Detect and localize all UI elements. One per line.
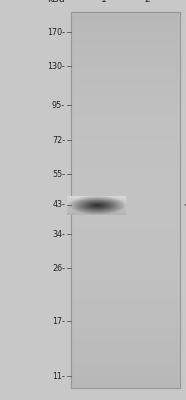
- Bar: [71, 228, 180, 233]
- Bar: [71, 172, 180, 176]
- Bar: [71, 289, 180, 294]
- Text: 17-: 17-: [52, 317, 65, 326]
- Bar: [71, 303, 180, 308]
- Text: 130-: 130-: [47, 62, 65, 70]
- Bar: [71, 308, 180, 313]
- Bar: [71, 31, 180, 36]
- Bar: [71, 116, 180, 120]
- Text: 11-: 11-: [52, 372, 65, 380]
- Bar: [71, 78, 180, 82]
- Bar: [71, 233, 180, 238]
- Bar: [71, 195, 180, 200]
- Bar: [71, 318, 180, 322]
- Bar: [71, 181, 180, 186]
- Bar: [71, 144, 180, 148]
- Bar: [71, 167, 180, 172]
- Text: 43-: 43-: [52, 200, 65, 210]
- FancyBboxPatch shape: [71, 12, 180, 388]
- Bar: [71, 45, 180, 50]
- Bar: [71, 36, 180, 40]
- Bar: [71, 214, 180, 219]
- Bar: [71, 130, 180, 134]
- Bar: [71, 247, 180, 252]
- Bar: [71, 64, 180, 68]
- Bar: [71, 68, 180, 73]
- Bar: [71, 59, 180, 64]
- Bar: [71, 148, 180, 153]
- Bar: [71, 299, 180, 303]
- Bar: [71, 341, 180, 346]
- Bar: [71, 355, 180, 360]
- Text: kDa: kDa: [47, 0, 65, 4]
- Bar: [71, 176, 180, 181]
- Bar: [71, 364, 180, 369]
- Bar: [71, 50, 180, 54]
- Bar: [71, 266, 180, 270]
- Bar: [71, 336, 180, 341]
- Bar: [71, 209, 180, 214]
- Bar: [71, 186, 180, 191]
- Text: 95-: 95-: [52, 101, 65, 110]
- Bar: [71, 261, 180, 266]
- Text: 1: 1: [101, 0, 106, 4]
- Bar: [71, 369, 180, 374]
- Bar: [71, 125, 180, 130]
- Bar: [71, 153, 180, 158]
- Bar: [71, 106, 180, 111]
- Bar: [71, 92, 180, 97]
- Text: 170-: 170-: [47, 28, 65, 37]
- Bar: [71, 383, 180, 388]
- Bar: [71, 219, 180, 224]
- Bar: [71, 327, 180, 332]
- Bar: [71, 280, 180, 285]
- Bar: [71, 270, 180, 275]
- Bar: [71, 120, 180, 125]
- Bar: [71, 242, 180, 247]
- Bar: [71, 191, 180, 195]
- Bar: [71, 374, 180, 378]
- Bar: [71, 294, 180, 299]
- Bar: [71, 101, 180, 106]
- Bar: [71, 360, 180, 364]
- Text: 34-: 34-: [52, 230, 65, 239]
- Bar: [71, 134, 180, 139]
- Bar: [71, 285, 180, 289]
- Bar: [71, 12, 180, 17]
- Bar: [71, 26, 180, 31]
- Bar: [71, 332, 180, 336]
- Text: 2: 2: [145, 0, 150, 4]
- Bar: [71, 350, 180, 355]
- Text: 55-: 55-: [52, 170, 65, 178]
- Text: 72-: 72-: [52, 136, 65, 145]
- Bar: [71, 158, 180, 162]
- Bar: [71, 313, 180, 318]
- Bar: [71, 224, 180, 228]
- Bar: [71, 73, 180, 78]
- Bar: [71, 54, 180, 59]
- Bar: [71, 256, 180, 261]
- Bar: [71, 22, 180, 26]
- Bar: [71, 40, 180, 45]
- Bar: [71, 162, 180, 167]
- Bar: [71, 322, 180, 327]
- Bar: [71, 346, 180, 350]
- Bar: [71, 139, 180, 144]
- Bar: [71, 378, 180, 383]
- Bar: [71, 97, 180, 101]
- Bar: [71, 200, 180, 205]
- Text: 26-: 26-: [52, 264, 65, 272]
- Bar: [71, 87, 180, 92]
- Bar: [71, 17, 180, 21]
- Bar: [71, 275, 180, 280]
- Bar: [71, 82, 180, 87]
- Bar: [71, 238, 180, 242]
- Bar: [71, 252, 180, 256]
- Bar: [71, 205, 180, 210]
- Bar: [71, 111, 180, 115]
